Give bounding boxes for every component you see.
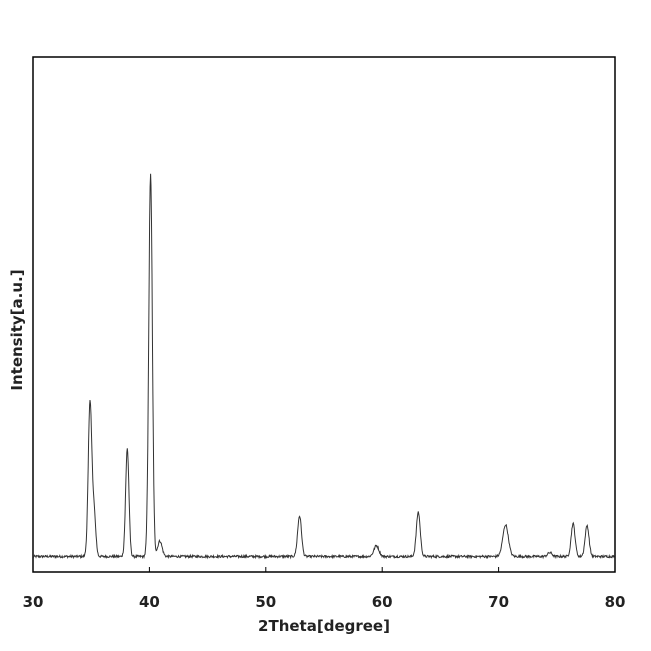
x-axis-label: 2Theta[degree] [258,617,390,635]
x-tick-label-50: 50 [255,593,276,611]
x-axis-ticks [32,567,616,572]
x-tick-label-60: 60 [372,593,393,611]
x-axis-tick-labels: 30 40 50 60 70 80 [23,593,626,611]
y-axis-label: Intensity[a.u.] [8,269,26,390]
x-tick-label-40: 40 [139,593,160,611]
plot-frame [32,56,616,573]
diffraction-pattern-line [32,173,615,560]
x-tick-label-80: 80 [605,593,626,611]
x-tick-label-30: 30 [23,593,44,611]
x-tick-label-70: 70 [488,593,509,611]
